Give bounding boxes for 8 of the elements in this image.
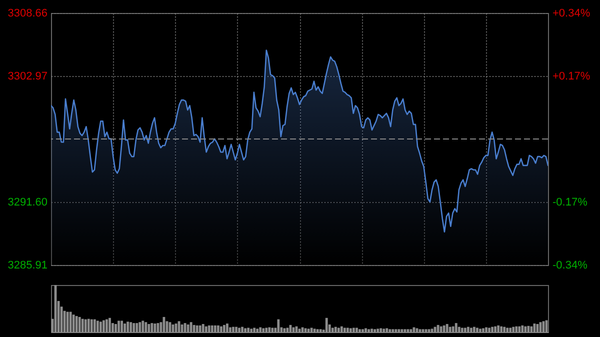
y-tick-label: 3308.66 xyxy=(8,8,48,20)
y2-tick-label: -0.17% xyxy=(552,196,588,208)
y2-tick-label: -0.34% xyxy=(552,260,588,272)
y-tick-label: 3285.91 xyxy=(8,260,48,272)
y-tick-label: 3291.60 xyxy=(8,196,48,208)
y2-tick-label: +0.34% xyxy=(552,8,590,20)
y2-tick-label: +0.17% xyxy=(552,70,590,82)
y-tick-label: 3302.97 xyxy=(8,70,48,83)
